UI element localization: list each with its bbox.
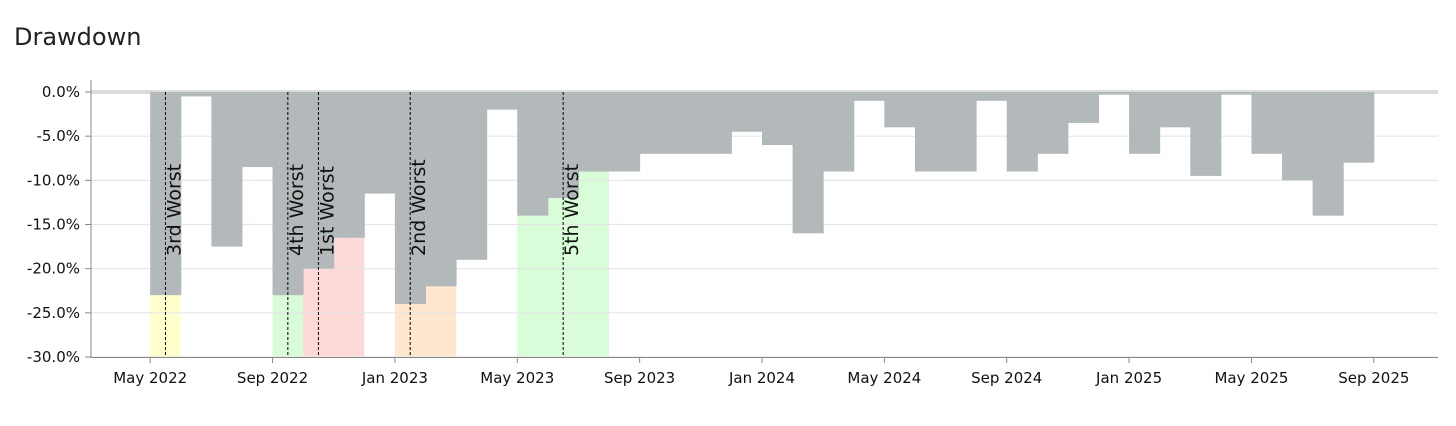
drawdown-bar	[486, 92, 518, 110]
drawdown-bar	[914, 92, 947, 172]
period-label: 4th Worst	[286, 164, 308, 256]
drawdown-bar	[180, 92, 212, 97]
y-tick-label: 0.0%	[42, 83, 80, 101]
drawdown-bar	[1129, 92, 1161, 154]
y-tick-label: -25.0%	[27, 304, 80, 322]
period-label: 5th Worst	[561, 164, 583, 256]
drawdown-bar	[823, 92, 855, 172]
x-tick-label: Sep 2025	[1338, 369, 1409, 387]
drawdown-bar	[731, 92, 763, 132]
period-label: 1st Worst	[316, 166, 338, 256]
drawdown-bar	[1098, 92, 1130, 95]
drawdown-bar	[241, 92, 274, 168]
drawdown-bar	[517, 92, 549, 216]
drawdown-bar	[762, 92, 794, 145]
y-tick-label: -30.0%	[27, 348, 80, 366]
drawdown-bar	[670, 92, 702, 154]
x-tick-label: Jan 2025	[1095, 369, 1162, 387]
y-tick-label: -20.0%	[27, 260, 80, 278]
drawdown-bar	[1282, 92, 1314, 181]
x-tick-label: Jan 2024	[728, 369, 795, 387]
y-tick-label: -10.0%	[27, 171, 80, 189]
drawdown-bar	[1006, 92, 1038, 172]
drawdown-bar	[792, 92, 824, 234]
drawdown-bar	[1251, 92, 1283, 154]
drawdown-bar	[1220, 92, 1252, 95]
drawdown-bar	[1343, 92, 1375, 163]
y-tick-label: -15.0%	[27, 216, 80, 234]
x-tick-label: Sep 2024	[971, 369, 1042, 387]
drawdown-bar	[578, 92, 610, 172]
period-label: 2nd Worst	[408, 159, 430, 256]
drawdown-bar	[639, 92, 671, 154]
x-tick-label: Sep 2022	[237, 369, 308, 387]
period-label: 3rd Worst	[163, 164, 185, 256]
drawdown-bar	[1067, 92, 1099, 123]
drawdown-bar	[884, 92, 916, 128]
drawdown-bar	[456, 92, 488, 260]
x-tick-label: May 2024	[847, 369, 921, 387]
drawdown-bar	[1312, 92, 1344, 216]
x-tick-label: May 2022	[113, 369, 187, 387]
chart-title: Drawdown	[14, 23, 141, 51]
drawdown-bar	[1159, 92, 1191, 128]
drawdown-bar	[853, 92, 885, 101]
drawdown-bar	[1037, 92, 1069, 154]
drawdown-bar	[211, 92, 243, 247]
drawdown-bar	[364, 92, 396, 194]
drawdown-bar	[945, 92, 977, 172]
drawdown-bar	[1190, 92, 1222, 176]
x-tick-label: May 2023	[480, 369, 554, 387]
x-tick-label: Jan 2023	[361, 369, 428, 387]
drawdown-bar	[609, 92, 641, 172]
drawdown-bar	[976, 92, 1008, 101]
x-tick-label: Sep 2023	[604, 369, 675, 387]
y-tick-label: -5.0%	[36, 127, 80, 145]
x-tick-label: May 2025	[1214, 369, 1288, 387]
drawdown-bar	[425, 92, 457, 287]
drawdown-bar	[333, 92, 365, 238]
drawdown-bar	[700, 92, 732, 154]
